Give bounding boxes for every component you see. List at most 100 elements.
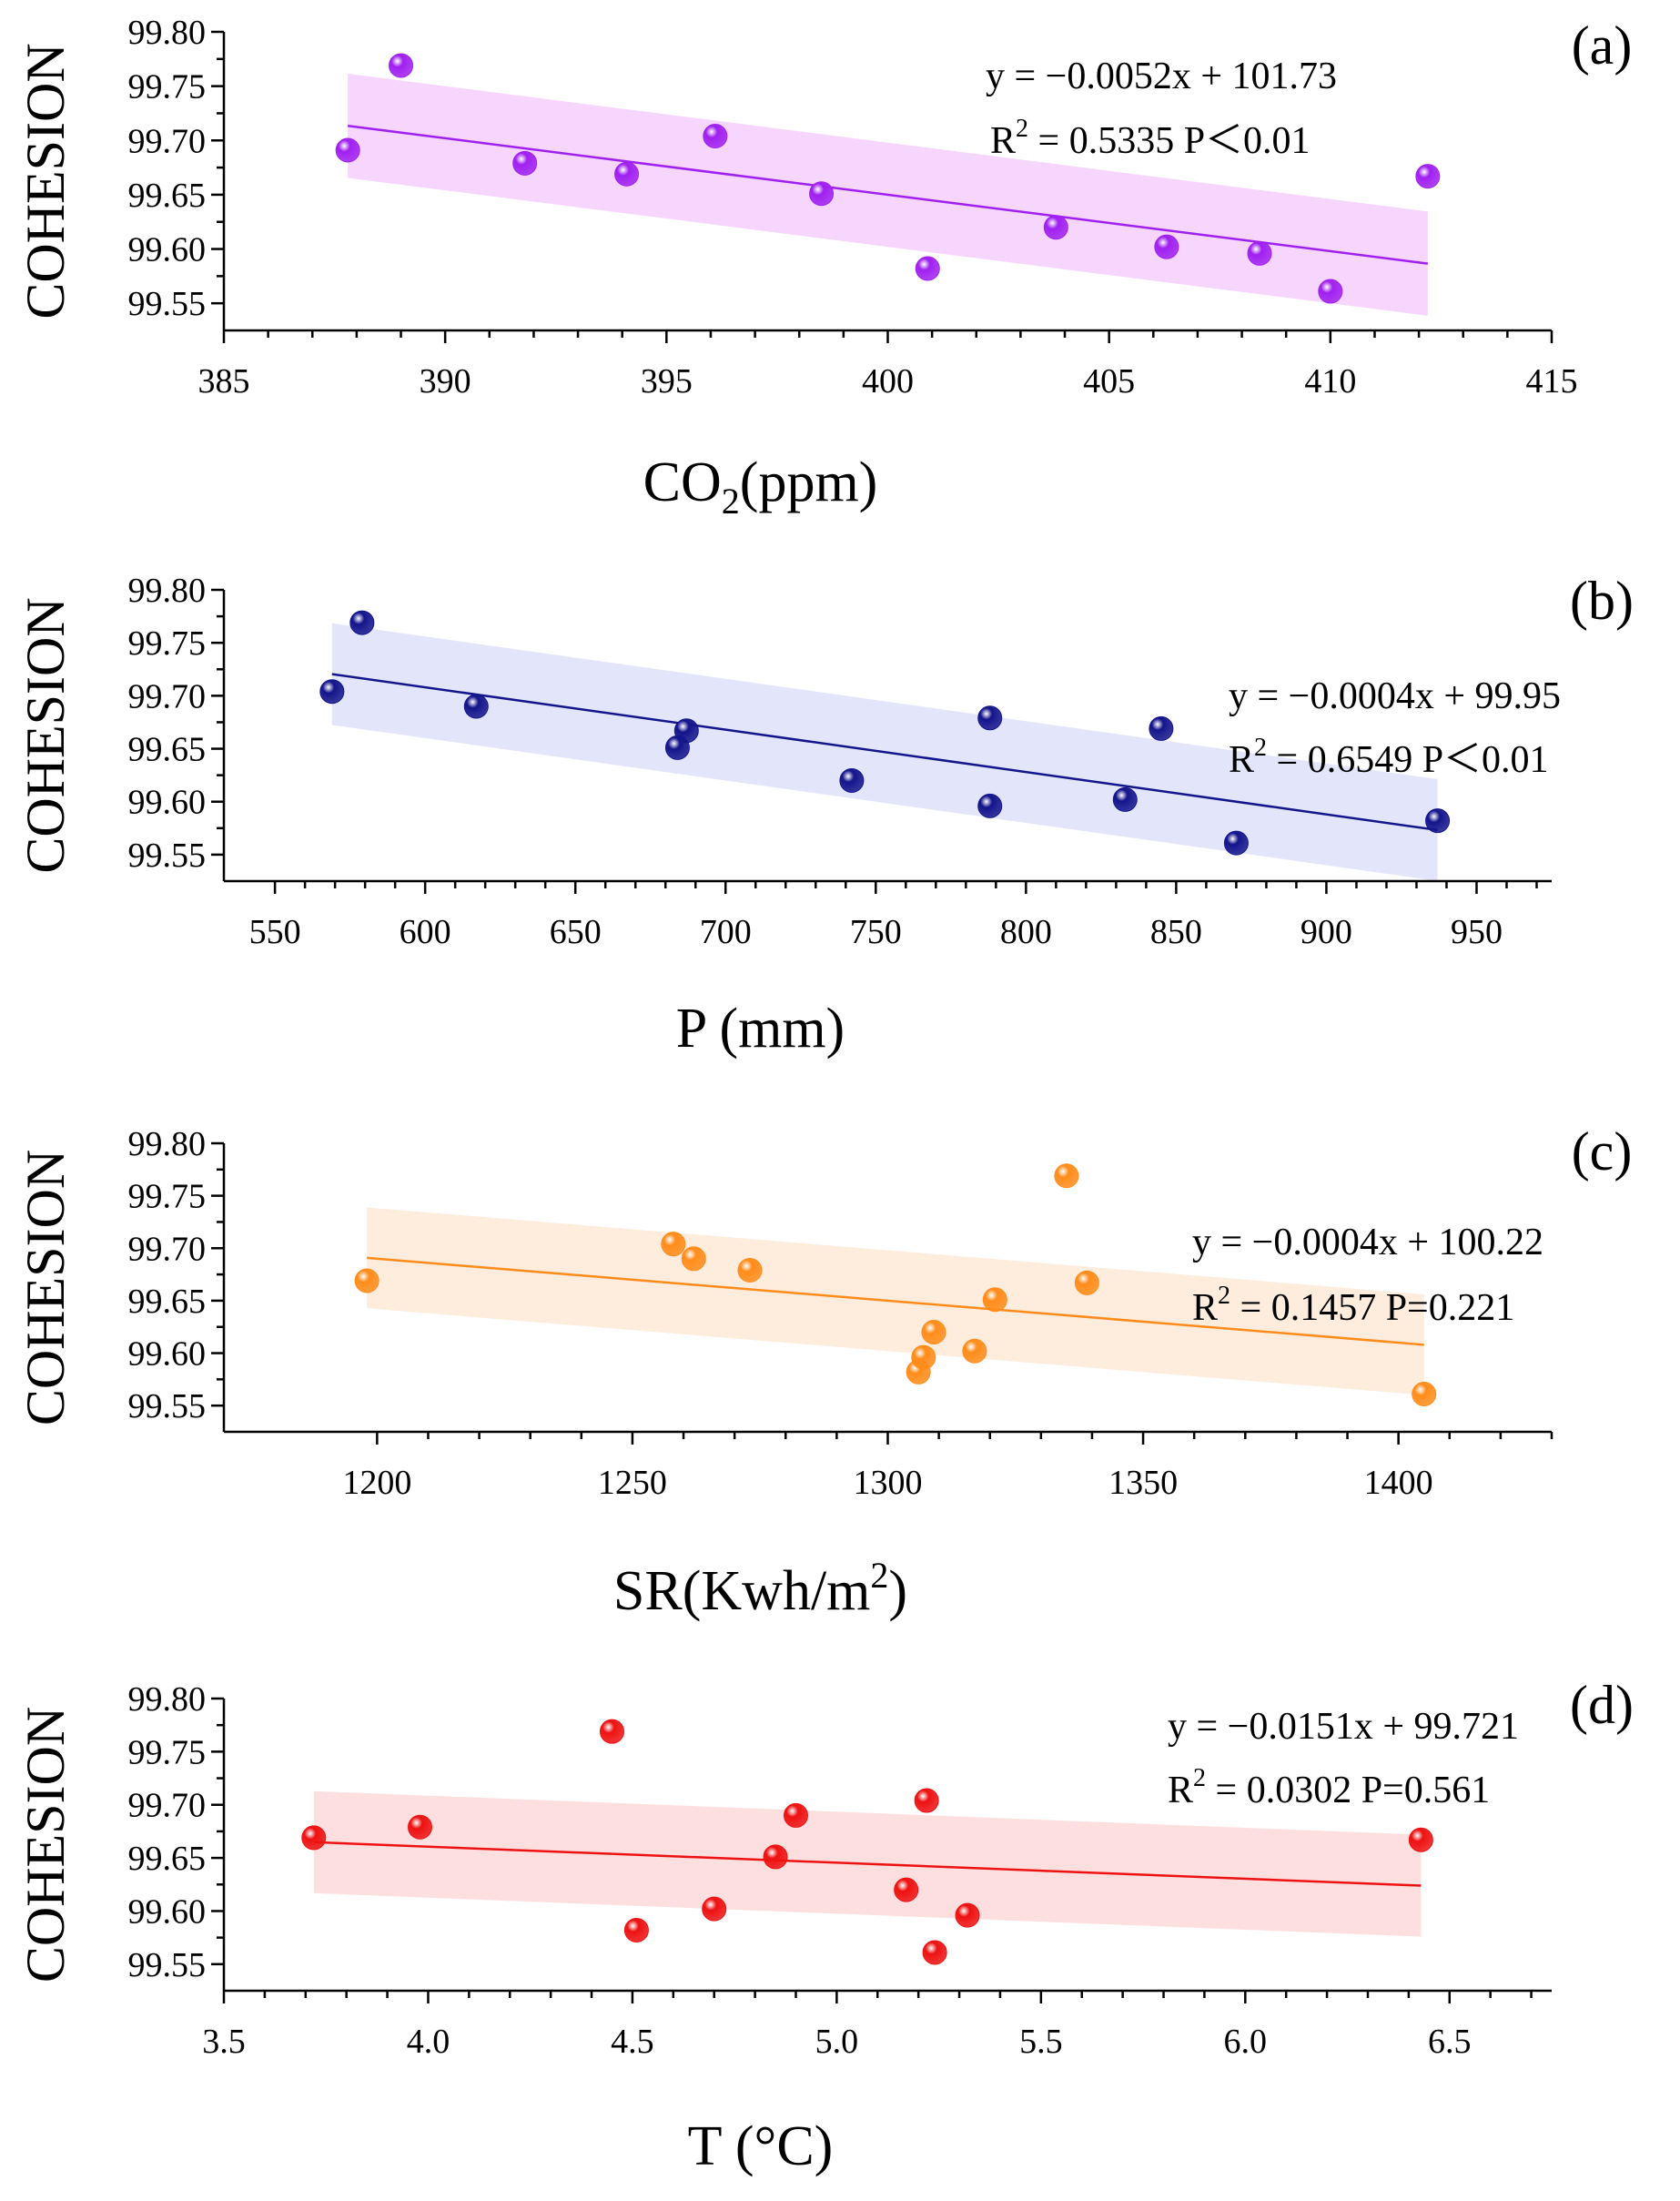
panel-label: (c) [1572, 1121, 1633, 1182]
data-point [1223, 830, 1249, 856]
y-tick-label: 99.55 [128, 285, 207, 323]
x-tick-label: 405 [1083, 362, 1135, 401]
data-point [955, 1902, 980, 1928]
x-tick-label: 800 [1000, 913, 1052, 951]
regression-stats: R2 = 0.0302 P=0.561 [1168, 1764, 1490, 1811]
regression-equation: y = −0.0004x + 99.95 [1229, 675, 1561, 717]
y-tick-label: 99.60 [128, 1335, 207, 1374]
data-point [809, 181, 835, 207]
fit-line [313, 1841, 1422, 1887]
x-tick-label: 5.5 [1019, 2023, 1063, 2061]
y-tick-label: 99.80 [128, 14, 207, 52]
data-point [335, 137, 360, 163]
y-tick-label: 99.80 [128, 1680, 207, 1719]
data-point [977, 793, 1003, 818]
data-point [301, 1825, 327, 1851]
data-point [1112, 786, 1138, 812]
x-tick-label: 900 [1300, 913, 1352, 951]
data-point [349, 610, 375, 635]
panel-a: 99.55 99.60 99.65 99.70 99.75 99.80 385 390 395 4… [15, 14, 1632, 522]
data-point [1415, 164, 1441, 189]
x-axis-label: P (mm) [676, 998, 845, 1060]
data-point [783, 1802, 808, 1828]
y-tick-label: 99.65 [128, 731, 207, 769]
data-point [1054, 1163, 1079, 1189]
y-tick-label: 99.60 [128, 784, 207, 822]
data-point [921, 1319, 946, 1344]
y-axis-label: COHESION [15, 1707, 76, 1983]
data-point [407, 1814, 432, 1840]
data-point [702, 1896, 727, 1922]
data-point [661, 1232, 686, 1257]
x-tick-label: 600 [400, 913, 451, 951]
x-axis-label: T (°C) [688, 2115, 834, 2177]
data-point [1412, 1382, 1437, 1407]
data-point [512, 150, 538, 176]
fit-line [331, 673, 1438, 832]
x-tick-label: 4.5 [611, 2023, 654, 2061]
data-point [681, 1246, 706, 1272]
y-tick-label: 99.75 [128, 68, 207, 106]
x-tick-label: 1400 [1364, 1464, 1433, 1502]
data-point [1425, 808, 1451, 834]
data-point [1074, 1270, 1099, 1295]
panel-d: 99.55 99.60 99.65 99.70 99.75 99.80 3.5 4.0 4.5 5… [15, 1675, 1634, 2177]
y-tick-label: 99.55 [128, 837, 207, 875]
panel-label: (b) [1570, 571, 1634, 631]
x-tick-label: 4.0 [407, 2023, 450, 2061]
y-tick-label: 99.60 [128, 1892, 207, 1931]
y-tick-label: 99.75 [128, 1733, 207, 1771]
x-tick-label: 390 [420, 362, 471, 401]
x-tick-label: 6.0 [1224, 2023, 1268, 2061]
y-tick-label: 99.65 [128, 177, 207, 215]
data-point [894, 1877, 919, 1902]
y-tick-label: 99.80 [128, 1125, 207, 1163]
x-tick-label: 400 [862, 362, 914, 401]
x-tick-label: 1300 [854, 1464, 923, 1502]
x-tick-label: 550 [249, 913, 301, 951]
fit-line [348, 125, 1428, 265]
y-tick-label: 99.70 [128, 1230, 207, 1268]
panel-c: 99.55 99.60 99.65 99.70 99.75 99.80 1200 1250 13… [15, 1121, 1632, 1622]
x-tick-label: 750 [850, 913, 902, 951]
fit-line [367, 1256, 1424, 1346]
data-point [1408, 1827, 1433, 1852]
y-tick-label: 99.70 [128, 1787, 207, 1825]
data-point [977, 705, 1003, 731]
x-tick-label: 700 [700, 913, 752, 951]
x-tick-label: 1350 [1108, 1464, 1178, 1502]
data-point [914, 1788, 939, 1813]
y-axis-label: COHESION [15, 597, 76, 873]
data-point [319, 679, 345, 705]
y-tick-label: 99.55 [128, 1946, 207, 1984]
x-axis-label: CO2(ppm) [643, 451, 878, 522]
regression-equation: y = −0.0004x + 100.22 [1192, 1222, 1543, 1263]
x-tick-label: 6.5 [1428, 2023, 1472, 2061]
data-point [922, 1940, 947, 1965]
data-point [389, 53, 414, 78]
data-point [1247, 240, 1272, 266]
data-point [599, 1719, 624, 1744]
data-point [623, 1917, 649, 1942]
data-point [839, 767, 865, 793]
y-axis-label: COHESION [15, 43, 76, 319]
x-tick-label: 3.5 [202, 2023, 246, 2061]
data-point [703, 124, 728, 149]
y-tick-label: 99.60 [128, 231, 207, 269]
y-tick-label: 99.70 [128, 122, 207, 160]
y-axis-label: COHESION [15, 1150, 76, 1425]
panel-label: (a) [1572, 15, 1633, 76]
data-point [915, 256, 940, 281]
data-point [763, 1844, 788, 1870]
panel-label: (d) [1570, 1675, 1634, 1735]
y-tick-label: 99.70 [128, 677, 207, 715]
regression-stats: R2 = 0.1457 P=0.221 [1192, 1282, 1514, 1329]
x-tick-label: 650 [550, 913, 602, 951]
data-point [664, 735, 690, 760]
y-tick-label: 99.75 [128, 624, 207, 663]
regression-equation: y = −0.0052x + 101.73 [986, 56, 1337, 97]
regression-stats: R2 = 0.5335 P＜0.01 [990, 115, 1311, 162]
data-point [1318, 279, 1343, 304]
x-tick-label: 1250 [598, 1464, 667, 1502]
